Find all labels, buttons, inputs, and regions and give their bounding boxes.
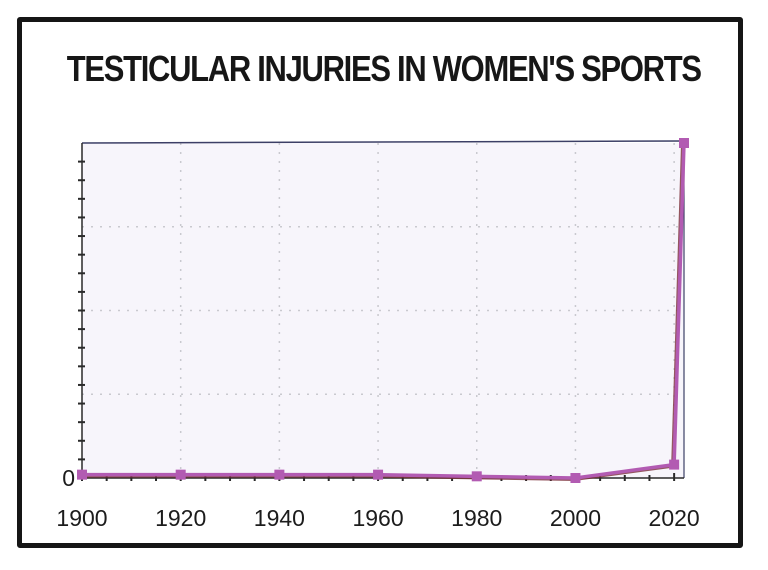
- data-point: [373, 469, 384, 480]
- x-tick-label: 1960: [352, 505, 403, 531]
- series-layer: [77, 138, 689, 483]
- x-tick-label: 2020: [649, 505, 700, 531]
- data-point: [669, 459, 680, 470]
- data-point: [175, 469, 186, 480]
- data-point: [679, 138, 689, 148]
- x-tick-label: 1980: [451, 505, 502, 531]
- x-tick-label: 1920: [155, 505, 206, 531]
- data-point: [570, 473, 581, 483]
- data-point: [274, 469, 285, 480]
- x-tick-label: 1940: [254, 505, 305, 531]
- plot-border-top: [81, 140, 685, 144]
- x-tick-label: 2000: [550, 505, 601, 531]
- data-point: [471, 471, 482, 482]
- series-line: [82, 142, 686, 480]
- data-point: [77, 469, 87, 480]
- chart-title: TESTICULAR INJURIES IN WOMEN'S SPORTS: [66, 48, 702, 89]
- x-tick-label: 1900: [56, 505, 107, 531]
- y-tick-label: 0: [62, 465, 75, 491]
- grid-lines: [82, 143, 684, 478]
- tick-labels: 1900 1920 1940 1960 1980 2000 2020 0: [56, 465, 699, 531]
